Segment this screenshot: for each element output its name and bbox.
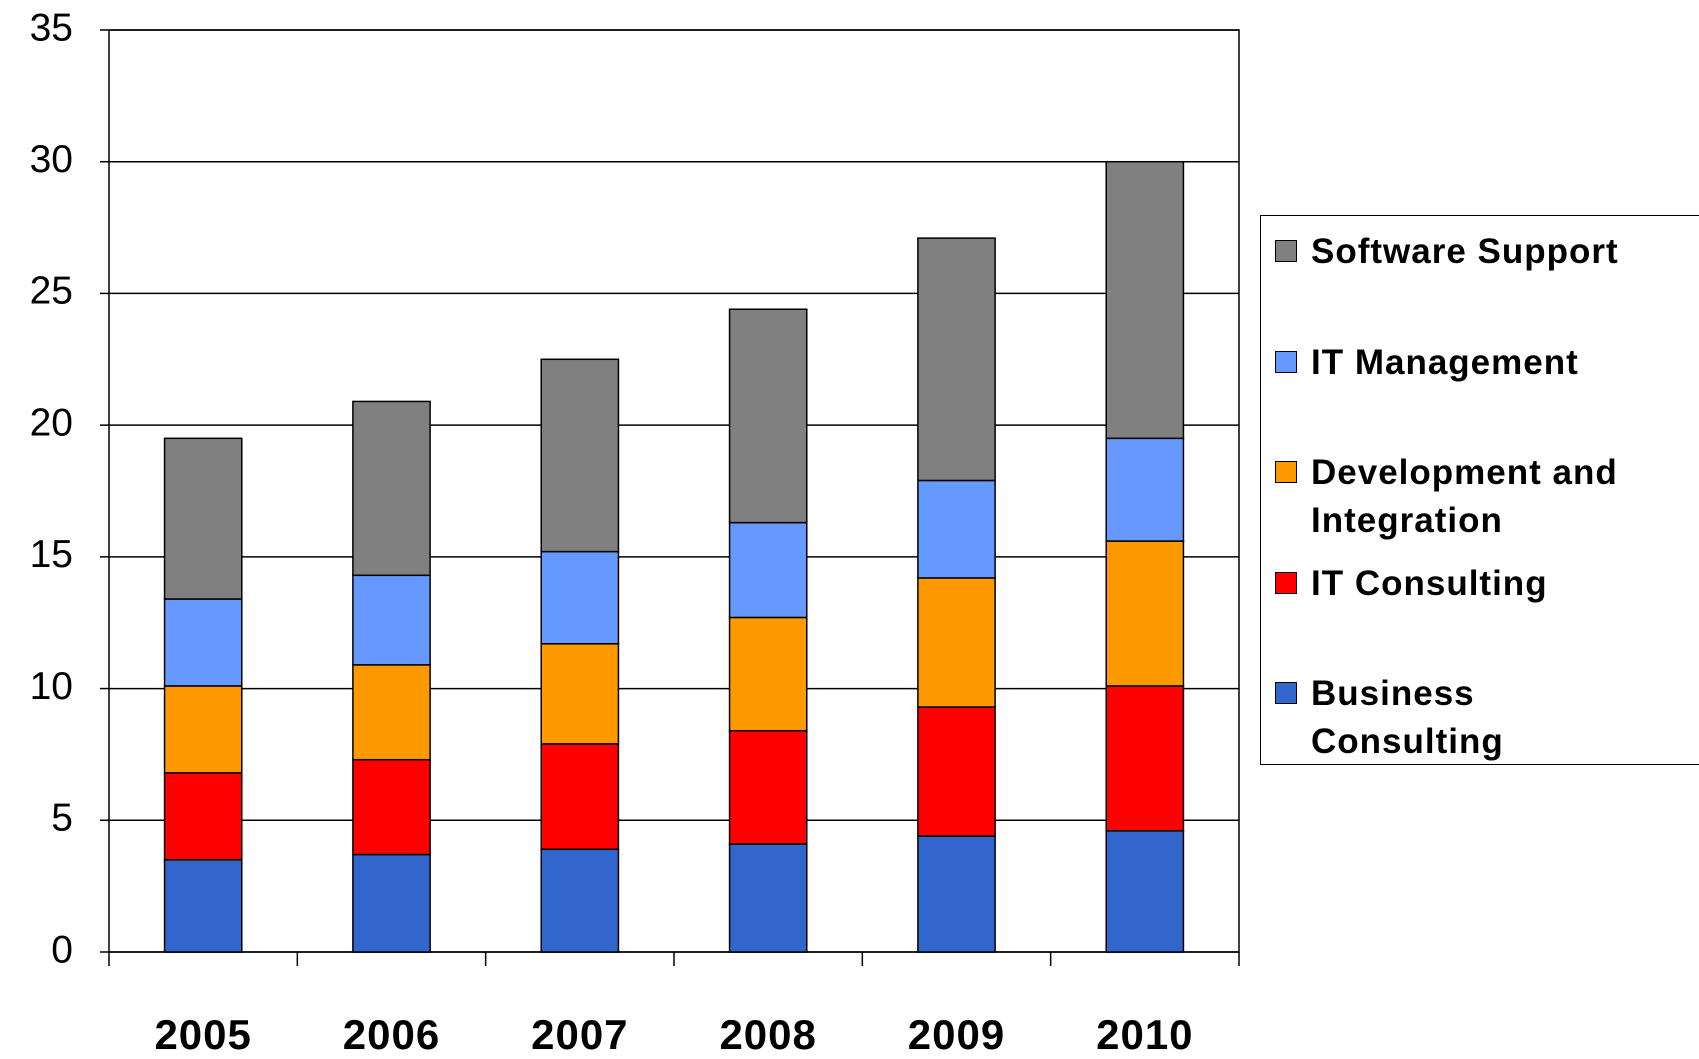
bar-segment (352, 758, 431, 856)
legend-item: IT Management (1275, 339, 1695, 387)
bar-segment (540, 743, 620, 851)
bar-segment (352, 574, 431, 666)
bar-segment (540, 848, 620, 953)
bar-segment (728, 843, 808, 953)
x-tick-label: 2007 (531, 1011, 628, 1058)
bar-segment (352, 400, 431, 577)
y-tick-label: 25 (30, 270, 73, 313)
legend-item: Business Consulting (1275, 670, 1695, 766)
bar-segment (163, 437, 243, 600)
y-tick-label: 30 (30, 138, 73, 181)
bar-segment (917, 706, 996, 837)
legend-swatch (1275, 350, 1297, 373)
legend-item: IT Consulting (1275, 560, 1695, 608)
bar-segment (163, 598, 243, 687)
bar-segment (163, 859, 243, 953)
legend-label: Software Support (1311, 232, 1619, 271)
x-tick-label: 2005 (154, 1011, 251, 1058)
legend-label: IT Consulting (1311, 563, 1548, 603)
bar-segment (1105, 830, 1185, 953)
bar-segment (540, 550, 620, 645)
legend-item: Development and Integration (1275, 449, 1695, 545)
bar-segment (728, 521, 808, 619)
legend: Software Support IT Management Development… (1260, 215, 1699, 765)
y-tick-label: 5 (51, 797, 73, 840)
legend-swatch (1275, 571, 1297, 594)
bar-segment (1105, 685, 1185, 832)
legend-label: Development and Integration (1311, 453, 1618, 540)
bar-segment (1105, 160, 1185, 440)
x-tick-label: 2006 (343, 1011, 440, 1058)
bar-segment (1105, 437, 1185, 542)
bar-segment (728, 616, 808, 732)
x-tick-label: 2010 (1096, 1011, 1193, 1058)
x-tick-label: 2009 (908, 1011, 1005, 1058)
bar-segment (917, 479, 996, 579)
x-tick-label: 2008 (719, 1011, 816, 1058)
bar-segment (917, 237, 996, 482)
bar-segment (1105, 540, 1185, 687)
y-tick-label: 10 (30, 665, 73, 708)
y-tick-label: 35 (30, 6, 73, 49)
bar-segment (917, 577, 996, 708)
legend-swatch (1275, 682, 1297, 704)
bar-segment (163, 772, 243, 861)
legend-swatch (1275, 240, 1297, 262)
y-tick-label: 0 (51, 928, 73, 971)
bar-segment (728, 729, 808, 845)
bar-segment (352, 853, 431, 953)
bar-segment (352, 664, 431, 761)
bar-segment (163, 685, 243, 774)
legend-label: IT Management (1311, 342, 1579, 382)
bar-segment (540, 358, 620, 553)
bar-segment (540, 643, 620, 745)
legend-label: Business Consulting (1311, 674, 1504, 761)
plot-frame (108, 29, 1240, 953)
bar-segment (917, 835, 996, 953)
y-tick-label: 20 (30, 401, 73, 444)
bar-segment (728, 308, 808, 524)
y-tick-label: 15 (30, 533, 73, 576)
legend-swatch (1275, 461, 1297, 483)
legend-item: Software Support (1275, 228, 1695, 276)
